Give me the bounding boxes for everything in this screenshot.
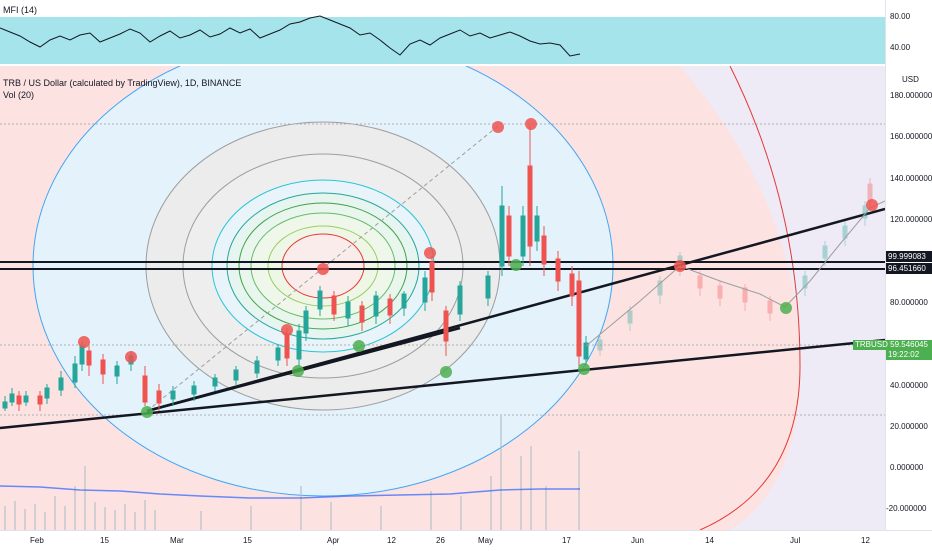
hline-lower-label[interactable]: 96.451660 [886, 263, 932, 274]
price-axis[interactable]: USD 180.000000 160.000000 140.000000 120… [885, 66, 932, 530]
bg-lavender [680, 66, 885, 530]
current-price-label[interactable]: TRBUSD 59.546045 [853, 340, 932, 350]
hline-upper-label[interactable]: 99.999083 [886, 251, 932, 262]
countdown-label: 19:22:02 [886, 350, 932, 360]
chart-title: TRB / US Dollar (calculated by TradingVi… [3, 78, 242, 88]
time-tick: 17 [562, 536, 571, 545]
time-tick: 14 [705, 536, 714, 545]
mfi-level-80: 80.00 [890, 12, 911, 21]
time-tick: Jul [790, 536, 801, 545]
chart-canvas [0, 66, 885, 530]
current-price: 59.546045 [890, 340, 928, 349]
mfi-level-40: 40.00 [890, 43, 911, 52]
outer-arc [699, 66, 801, 530]
mfi-title: MFI (14) [3, 5, 38, 15]
symbol-label: TRBUSD [855, 340, 888, 349]
time-tick: 26 [436, 536, 445, 545]
price-tick: 40.000000 [890, 381, 928, 390]
price-tick: 20.000000 [890, 422, 928, 431]
mfi-pane[interactable]: MFI (14) [0, 0, 885, 66]
trendline-upper [146, 207, 885, 413]
mfi-axis[interactable]: 80.00 40.00 [885, 0, 932, 66]
pivot-high-markers [78, 118, 878, 363]
price-tick: -20.000000 [886, 504, 927, 513]
main-chart-pane[interactable]: TRB / US Dollar (calculated by TradingVi… [0, 66, 885, 530]
time-tick: 15 [243, 536, 252, 545]
price-tick: 80.000000 [890, 298, 928, 307]
time-tick: May [478, 536, 494, 545]
candles [2, 126, 873, 411]
time-tick: Mar [170, 536, 184, 545]
time-tick: 12 [387, 536, 396, 545]
price-tick: 180.000000 [890, 91, 932, 100]
volume-ma [0, 485, 580, 499]
mfi-band [0, 17, 885, 64]
projection-path [585, 200, 885, 347]
time-tick: 15 [100, 536, 109, 545]
price-tick: 140.000000 [890, 174, 932, 183]
price-tick: 120.000000 [890, 215, 932, 224]
mfi-line-svg [0, 15, 581, 57]
currency-label: USD [902, 75, 919, 84]
time-tick: 12 [861, 536, 870, 545]
pivot-low-markers [141, 259, 792, 418]
price-tick: 0.000000 [890, 463, 924, 472]
mfi-line [0, 15, 581, 57]
time-axis[interactable]: Feb 15 Mar 15 Apr 12 26 May 17 Jun 14 Ju… [0, 530, 932, 551]
time-tick: Feb [30, 536, 44, 545]
time-tick: Apr [327, 536, 340, 545]
volume-bars [4, 416, 580, 530]
volume-title: Vol (20) [3, 90, 35, 100]
price-tick: 160.000000 [890, 132, 932, 141]
time-tick: Jun [631, 536, 644, 545]
